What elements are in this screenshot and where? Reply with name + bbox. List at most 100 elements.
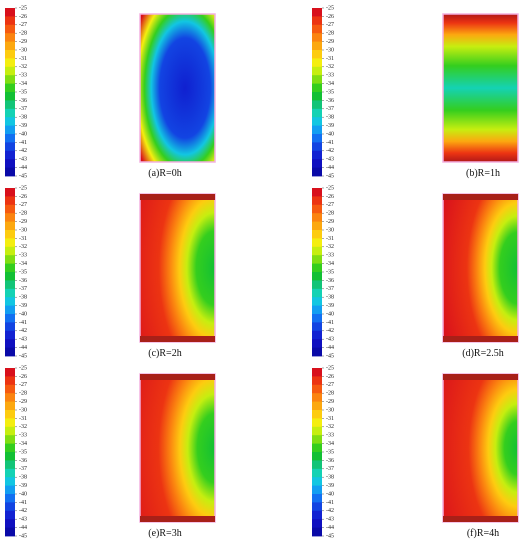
colorbar-band (312, 494, 322, 503)
colorbar-band (5, 150, 15, 160)
colorbar-band (5, 246, 15, 256)
colorbar-tick-label: -41 (326, 500, 334, 506)
colorbar-band (312, 50, 322, 59)
colorbar-band (5, 368, 15, 377)
colorbar-band (312, 418, 322, 428)
contour-edge (443, 336, 518, 342)
colorbar-tick-label: -34 (19, 441, 27, 447)
colorbar-tick-label: -45 (19, 533, 27, 539)
colorbar-tick-label: -29 (19, 399, 27, 405)
colorbar-tick-label: -31 (326, 236, 334, 242)
colorbar-band (312, 330, 322, 340)
colorbar-band (5, 384, 15, 394)
colorbar-tick-label: -41 (326, 320, 334, 326)
colorbar-band (5, 50, 15, 59)
caption: (a)R=0h (148, 168, 181, 179)
colorbar-tick-label: -36 (326, 98, 334, 104)
colorbar-band (312, 188, 322, 197)
panel: -25 -26 -27 -28 -29 -30 -31 -32 -33 -34 -35 -36 -37 -… (5, 185, 216, 359)
colorbar-tick-label: -32 (19, 244, 27, 250)
contour-edge (443, 194, 518, 200)
colorbar-band (312, 100, 322, 110)
colorbar-band (312, 255, 322, 264)
colorbar-band (5, 401, 15, 411)
colorbar-tick-label: -43 (326, 337, 334, 343)
colorbar-band (312, 384, 322, 394)
colorbar-tick-label: -33 (19, 433, 27, 439)
colorbar-band (5, 159, 15, 168)
colorbar-tick-label: -41 (326, 140, 334, 146)
colorbar-tick-label: -44 (326, 165, 334, 171)
colorbar-tick-label: -30 (326, 227, 334, 233)
colorbar-tick-label: -31 (326, 56, 334, 62)
colorbar-band (312, 519, 322, 528)
colorbar-band (312, 24, 322, 34)
colorbar-tick-label: -30 (19, 47, 27, 53)
panel: -25 -26 -27 -28 -29 -30 -31 -32 -33 -34 -35 -36 -37 -… (5, 5, 216, 179)
colorbar-band (312, 213, 322, 222)
contour-edge (140, 516, 215, 522)
colorbar-tick-label: -27 (19, 22, 27, 28)
colorbar-tick-label: -43 (19, 517, 27, 523)
contour-plot (139, 193, 216, 343)
colorbar-tick-label: -26 (19, 194, 27, 200)
colorbar-band (5, 494, 15, 503)
colorbar-band (312, 347, 322, 357)
colorbar-tick-label: -35 (19, 449, 27, 455)
colorbar-band (312, 16, 322, 26)
colorbar-band (5, 167, 15, 177)
colorbar-tick-label: -32 (326, 244, 334, 250)
colorbar-tick-label: -36 (326, 278, 334, 284)
colorbar-tick-label: -40 (19, 131, 27, 137)
colorbar-band (5, 92, 15, 101)
colorbar-band (312, 41, 322, 51)
colorbar-tick-label: -44 (19, 165, 27, 171)
colorbar-band (312, 393, 322, 402)
colorbar-tick-label: -25 (19, 365, 27, 371)
colorbar-band (312, 510, 322, 520)
colorbar-band (312, 204, 322, 214)
colorbar-tick-label: -32 (326, 64, 334, 70)
colorbar-band (312, 401, 322, 411)
colorbar-tick-label: -33 (326, 253, 334, 259)
colorbar-band (5, 468, 15, 478)
colorbar-tick-label: -34 (19, 261, 27, 267)
colorbar-tick-label: -35 (19, 89, 27, 95)
colorbar-band (5, 288, 15, 298)
colorbar-band (5, 100, 15, 110)
colorbar-band (5, 426, 15, 436)
colorbar-tick-label: -42 (19, 328, 27, 334)
colorbar-tick-label: -33 (19, 73, 27, 79)
colorbar-band (312, 134, 322, 143)
caption: (e)R=3h (148, 528, 181, 539)
colorbar-tick-label: -44 (326, 345, 334, 351)
colorbar-tick-label: -43 (19, 337, 27, 343)
colorbar-tick-label: -41 (19, 320, 27, 326)
colorbar-band (5, 58, 15, 68)
colorbar-band (312, 443, 322, 453)
colorbar-tick-label: -30 (19, 227, 27, 233)
colorbar-band (5, 125, 15, 135)
contour-plot (139, 13, 216, 163)
colorbar-band (312, 117, 322, 126)
contour-edge (140, 194, 215, 200)
colorbar-band (312, 460, 322, 470)
colorbar-band (5, 339, 15, 348)
panel: -25 -26 -27 -28 -29 -30 -31 -32 -33 -34 -35 -36 -37 -… (5, 365, 216, 539)
panel: -25 -26 -27 -28 -29 -30 -31 -32 -33 -34 -35 -36 -37 -… (312, 185, 519, 359)
colorbar-band (312, 92, 322, 101)
colorbar-band (5, 460, 15, 470)
colorbar-band (312, 159, 322, 168)
colorbar-band (5, 238, 15, 248)
colorbar-tick-label: -25 (19, 185, 27, 191)
colorbar-tick-label: -30 (326, 47, 334, 53)
colorbar-tick-label: -28 (19, 31, 27, 37)
colorbar-band (5, 24, 15, 34)
colorbar-band (312, 477, 322, 486)
colorbar-tick-label: -32 (19, 424, 27, 430)
colorbar-tick-label: -34 (326, 81, 334, 87)
colorbar-tick-label: -32 (326, 424, 334, 430)
colorbar-band (312, 83, 322, 93)
colorbar-band (312, 410, 322, 419)
colorbar-band (5, 322, 15, 332)
